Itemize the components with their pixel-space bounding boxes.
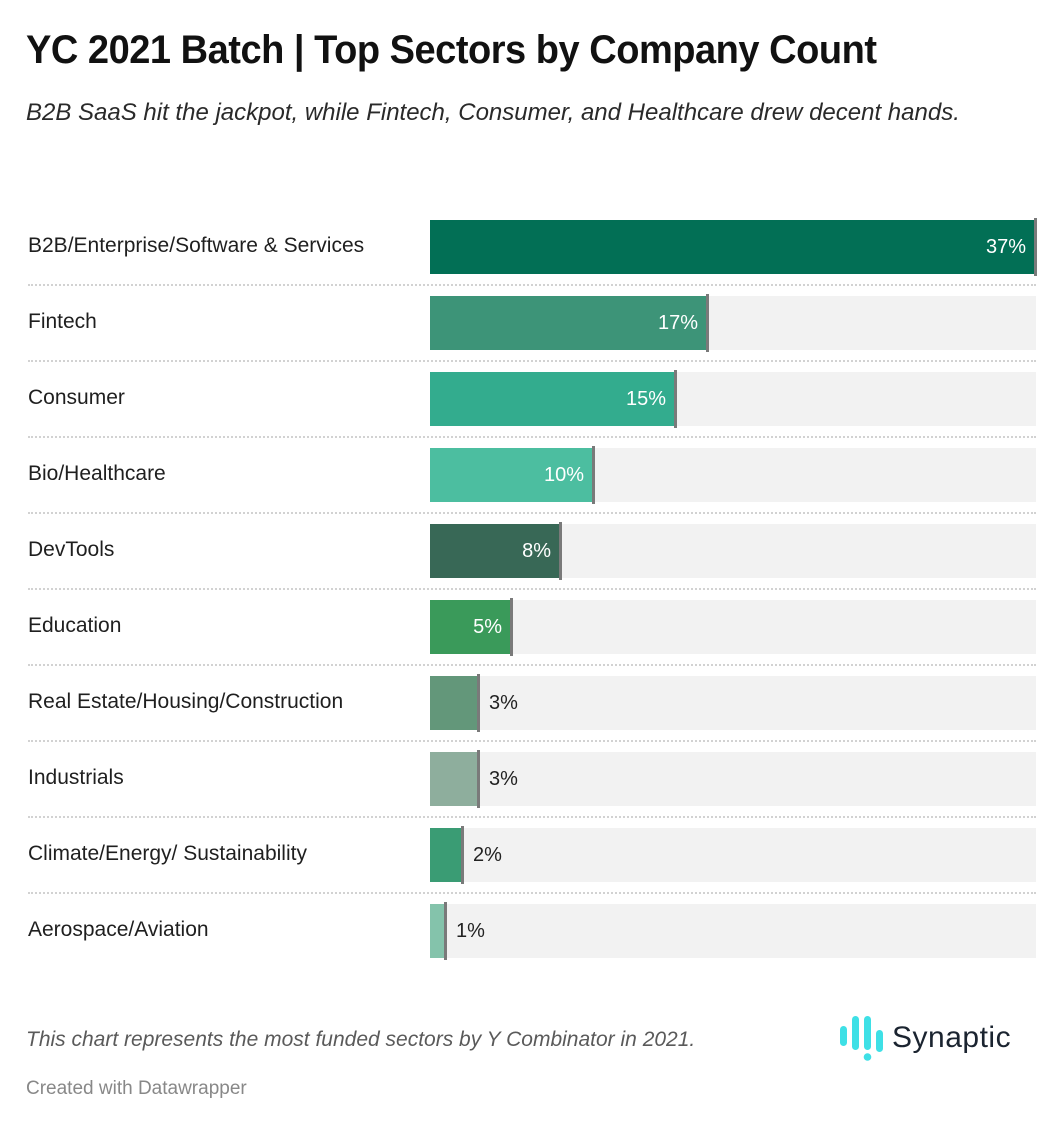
category-label: Climate/Energy/ Sustainability [28, 842, 307, 865]
bar-row: Climate/Energy/ Sustainability 2% [0, 826, 1064, 902]
category-label: B2B/Enterprise/Software & Services [28, 234, 365, 257]
bar-track: 2% [430, 826, 1036, 884]
datawrapper-byline[interactable]: Created with Datawrapper [26, 1078, 247, 1099]
category-label: Bio/Healthcare [28, 462, 166, 485]
bar-row: Consumer 15% [0, 370, 1064, 446]
bar-row: B2B/Enterprise/Software & Services 37% [0, 218, 1064, 294]
value-label: 8% [522, 540, 551, 562]
bar-row: DevTools 8% [0, 522, 1064, 598]
bar-end-marker [461, 826, 464, 884]
bar-end-marker [510, 598, 513, 656]
bar-track: 8% [430, 522, 1036, 580]
bar-end-marker [559, 522, 562, 580]
bar-track: 1% [430, 902, 1036, 960]
bar-end-marker [444, 902, 447, 960]
bar[interactable] [430, 220, 1036, 274]
category-label: Consumer [28, 386, 125, 409]
value-label: 5% [473, 616, 502, 638]
category-label: DevTools [28, 538, 115, 561]
bar-track: 5% [430, 598, 1036, 656]
bar-track: 10% [430, 446, 1036, 504]
row-divider [28, 360, 1036, 362]
bar-row: Bio/Healthcare 10% [0, 446, 1064, 522]
value-label: 37% [985, 236, 1026, 258]
bar[interactable] [430, 676, 479, 730]
bar-row: Industrials 3% [0, 750, 1064, 826]
bar-end-marker [674, 370, 677, 428]
bar[interactable] [430, 752, 479, 806]
bar[interactable] [430, 296, 708, 350]
bar-track: 37% [430, 218, 1037, 276]
bar-track: 3% [430, 674, 1036, 732]
bar[interactable] [430, 828, 463, 882]
value-label: 3% [489, 768, 518, 790]
bar-row: Fintech 17% [0, 294, 1064, 370]
row-divider [28, 664, 1036, 666]
row-divider [28, 436, 1036, 438]
value-label: 2% [473, 844, 502, 866]
row-divider [28, 892, 1036, 894]
bar-row: Real Estate/Housing/Construction 3% [0, 674, 1064, 750]
category-label: Industrials [28, 766, 124, 789]
row-divider [28, 740, 1036, 742]
row-divider [28, 512, 1036, 514]
bar-row: Education 5% [0, 598, 1064, 674]
chart-notes: This chart represents the most funded se… [26, 1028, 696, 1051]
chart-subtitle: B2B SaaS hit the jackpot, while Fintech,… [26, 99, 960, 126]
bar[interactable] [430, 904, 446, 958]
bar-row: Aerospace/Aviation 1% [0, 902, 1064, 978]
bar-end-marker [1034, 218, 1037, 276]
bar[interactable] [430, 372, 676, 426]
category-label: Education [28, 614, 122, 637]
value-label: 1% [456, 920, 485, 942]
row-divider [28, 816, 1036, 818]
value-label: 10% [543, 464, 584, 486]
row-divider [28, 284, 1036, 286]
category-label: Real Estate/Housing/Construction [28, 690, 344, 713]
bar[interactable] [430, 524, 561, 578]
logo-text: Synaptic [892, 1021, 1012, 1054]
bar-track: 3% [430, 750, 1036, 808]
chart-title: YC 2021 Batch | Top Sectors by Company C… [26, 28, 877, 72]
bar-end-marker [477, 674, 480, 732]
bar-track: 15% [430, 370, 1036, 428]
value-label: 17% [657, 312, 698, 334]
synaptic-bars-icon [840, 1016, 883, 1061]
category-label: Fintech [28, 310, 97, 333]
row-divider [28, 588, 1036, 590]
synaptic-logo: Synaptic [838, 1014, 1011, 1062]
category-label: Aerospace/Aviation [28, 918, 209, 941]
bar[interactable] [430, 600, 512, 654]
value-label: 15% [625, 388, 666, 410]
bar-end-marker [592, 446, 595, 504]
bar[interactable] [430, 448, 594, 502]
bar-end-marker [706, 294, 709, 352]
value-label: 3% [489, 692, 518, 714]
bar-track: 17% [430, 294, 1036, 352]
bar-end-marker [477, 750, 480, 808]
